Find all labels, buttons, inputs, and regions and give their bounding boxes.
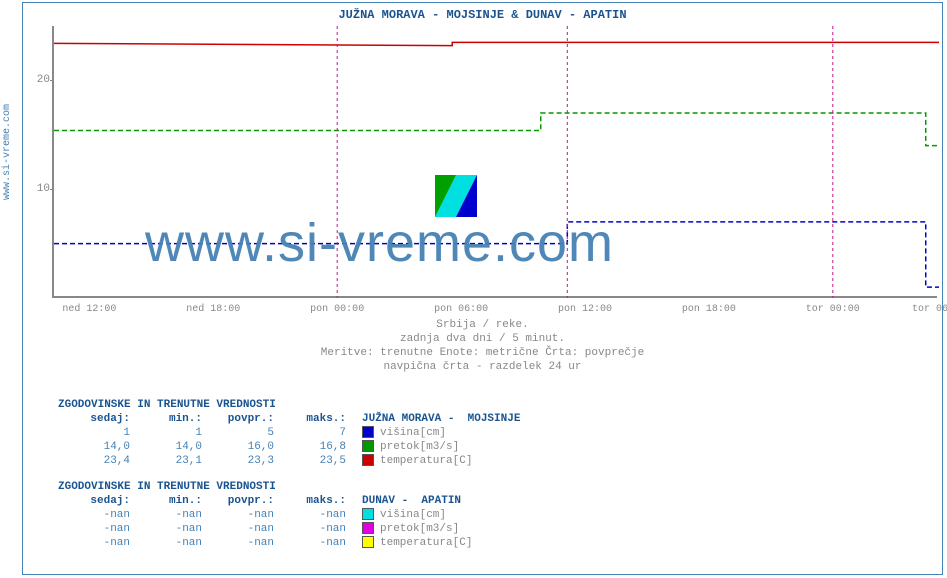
subtitle-line: Srbija / reke. [22,318,943,332]
legend-label: temperatura[C] [380,454,472,468]
stats-value: 14,0 [130,440,202,454]
stats-value: 14,0 [58,440,130,454]
stats-col-header: maks.: [274,412,346,426]
legend-label: višina[cm] [380,508,446,522]
stats-block: ZGODOVINSKE IN TRENUTNE VREDNOSTIsedaj:m… [58,398,520,468]
stats-col-header: povpr.: [202,494,274,508]
stats-value: -nan [202,536,274,550]
stats-value: 16,8 [274,440,346,454]
stats-value: -nan [58,522,130,536]
legend-label: pretok[m3/s] [380,522,459,536]
stats-block: ZGODOVINSKE IN TRENUTNE VREDNOSTIsedaj:m… [58,480,472,550]
legend-label: višina[cm] [380,426,446,440]
logo-icon [435,175,477,217]
legend-swatch [362,522,374,534]
stats-col-header: min.: [130,412,202,426]
stats-col-header: maks.: [274,494,346,508]
stats-value: 16,0 [202,440,274,454]
stats-value: 23,5 [274,454,346,468]
xtick-label: pon 18:00 [682,304,736,315]
stats-col-header: sedaj: [58,494,130,508]
stats-value: -nan [130,536,202,550]
stats-header: ZGODOVINSKE IN TRENUTNE VREDNOSTI [58,480,472,494]
stats-value: -nan [274,536,346,550]
stats-row: -nan-nan-nan-nanpretok[m3/s] [58,522,472,536]
stats-value: -nan [58,536,130,550]
stats-col-header: sedaj: [58,412,130,426]
stats-row: 1157višina[cm] [58,426,520,440]
stats-value: -nan [274,522,346,536]
stats-value: 7 [274,426,346,440]
sidebar-url: www.si-vreme.com [2,104,13,200]
stats-value: -nan [202,522,274,536]
stats-col-header: min.: [130,494,202,508]
stats-value: 23,1 [130,454,202,468]
xtick-label: ned 18:00 [186,304,240,315]
stats-row: 14,014,016,016,8pretok[m3/s] [58,440,520,454]
stats-value: -nan [274,508,346,522]
stats-value: 1 [58,426,130,440]
stats-value: 1 [130,426,202,440]
stats-value: -nan [130,508,202,522]
legend-swatch [362,440,374,452]
ytick-mark [50,189,54,190]
station-name: JUŽNA MORAVA - MOJSINJE [362,413,520,425]
subtitle-line: zadnja dva dni / 5 minut. [22,332,943,346]
stats-value: -nan [202,508,274,522]
stats-row: 23,423,123,323,5 temperatura[C] [58,454,520,468]
xtick-label: tor 06:00 [912,304,947,315]
legend-label: pretok[m3/s] [380,440,459,454]
chart-title: JUŽNA MORAVA - MOJSINJE & DUNAV - APATIN [22,8,943,22]
ytick-label: 10 [26,183,50,195]
stats-value: 23,3 [202,454,274,468]
subtitle-line: navpična črta - razdelek 24 ur [22,360,943,374]
legend-label: temperatura[C] [380,536,472,550]
ytick-label: 20 [26,74,50,86]
xtick-label: pon 12:00 [558,304,612,315]
xtick-label: pon 00:00 [310,304,364,315]
stats-value: 5 [202,426,274,440]
stats-value: -nan [130,522,202,536]
legend-swatch [362,508,374,520]
station-name: DUNAV - APATIN [362,495,461,507]
stats-value: -nan [58,508,130,522]
watermark-text: www.si-vreme.com [145,212,614,274]
series-line [54,42,939,45]
series-line [54,113,939,146]
xtick-label: ned 12:00 [62,304,116,315]
stats-value: 23,4 [58,454,130,468]
stats-header: ZGODOVINSKE IN TRENUTNE VREDNOSTI [58,398,520,412]
stats-col-header: povpr.: [202,412,274,426]
legend-swatch [362,536,374,548]
xtick-label: pon 06:00 [434,304,488,315]
stats-row: -nan-nan-nan-nanvišina[cm] [58,508,472,522]
xtick-label: tor 00:00 [806,304,860,315]
legend-swatch [362,454,374,466]
stats-row: -nan-nan-nan-nantemperatura[C] [58,536,472,550]
subtitle-line: Meritve: trenutne Enote: metrične Črta: … [22,346,943,360]
legend-swatch [362,426,374,438]
ytick-mark [50,80,54,81]
